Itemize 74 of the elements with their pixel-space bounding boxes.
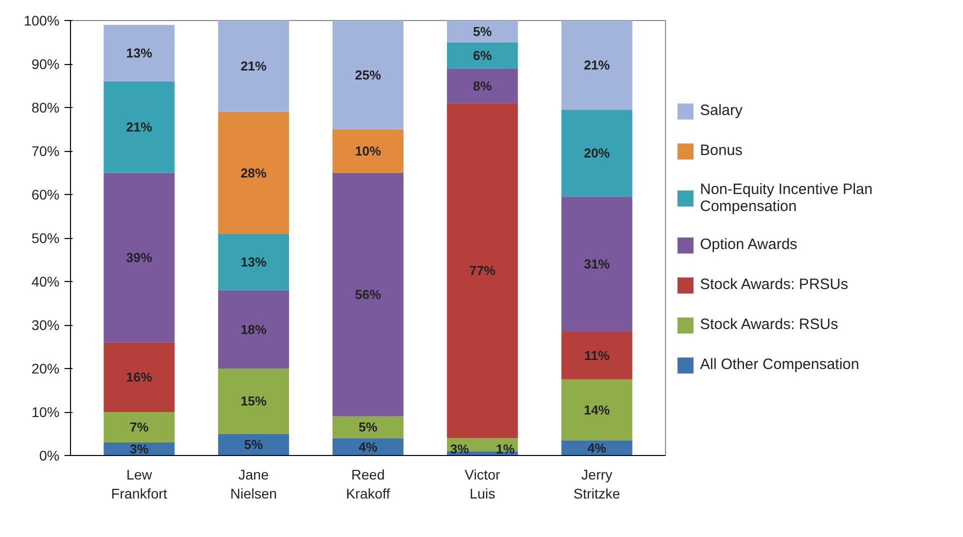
bar xyxy=(332,20,404,130)
bar xyxy=(218,368,290,434)
y-tick-label: 10% xyxy=(31,404,60,420)
bar xyxy=(446,20,518,42)
y-tick-label: 40% xyxy=(31,274,60,290)
bar xyxy=(104,81,175,173)
bar xyxy=(218,20,290,112)
y-tick-label: 100% xyxy=(24,12,60,28)
legend-label: All Other Compensation xyxy=(700,356,860,373)
bar xyxy=(561,196,632,332)
legend-label: Stock Awards: RSUs xyxy=(700,316,838,333)
legend-label: Non-Equity Incentive Plan Compensation xyxy=(700,180,873,214)
data-label: 5% xyxy=(473,24,492,39)
data-label: 21% xyxy=(126,120,153,135)
x-tick-label: Victor Luis xyxy=(464,466,501,502)
data-label: 8% xyxy=(473,78,492,94)
bar xyxy=(218,290,290,368)
bar xyxy=(332,129,404,173)
y-tick-label: 90% xyxy=(31,56,60,72)
data-label: 7% xyxy=(130,420,149,435)
data-label: 6% xyxy=(473,48,492,63)
bar xyxy=(332,416,404,438)
data-label: 5% xyxy=(244,437,264,452)
legend-label: Option Awards xyxy=(700,236,798,253)
bar xyxy=(561,20,632,110)
y-tick-label: 0% xyxy=(39,448,60,464)
bar xyxy=(104,172,175,342)
data-label: 13% xyxy=(126,46,153,61)
bar xyxy=(104,24,175,82)
y-tick-label: 20% xyxy=(31,360,60,376)
x-tick-label: Jerry Stritzke xyxy=(574,466,620,502)
data-label: 77% xyxy=(469,263,496,278)
legend-label: Stock Awards: PRSUs xyxy=(700,276,848,293)
y-tick-label: 30% xyxy=(31,317,60,333)
bar xyxy=(446,42,518,68)
data-label: 10% xyxy=(354,144,382,158)
data-label: 11% xyxy=(584,348,610,363)
x-tick-label: Reed Krakoff xyxy=(346,466,390,502)
data-label: 28% xyxy=(240,165,268,180)
bar xyxy=(561,110,632,197)
data-label: 16% xyxy=(126,370,153,385)
data-label: 15% xyxy=(240,394,268,409)
data-label: 39% xyxy=(126,250,153,266)
bar xyxy=(104,412,175,442)
data-label: 25% xyxy=(354,67,382,82)
data-label: 21% xyxy=(584,58,610,73)
bar xyxy=(561,379,632,440)
bar xyxy=(104,342,175,412)
data-label: 18% xyxy=(240,322,268,337)
bar xyxy=(561,332,632,380)
bar xyxy=(218,434,290,456)
data-label: 31% xyxy=(584,256,610,272)
data-label: 13% xyxy=(240,254,268,270)
data-label: 4% xyxy=(358,439,378,454)
bar xyxy=(446,103,518,438)
y-tick-label: 70% xyxy=(31,143,60,159)
data-label: 5% xyxy=(358,420,378,435)
bar xyxy=(218,234,290,290)
data-label: 14% xyxy=(584,402,610,418)
data-label: 4% xyxy=(587,440,607,456)
x-tick-label: Jane Nielsen xyxy=(230,466,277,502)
bar xyxy=(446,68,518,104)
y-tick-label: 80% xyxy=(31,100,60,116)
data-label: 20% xyxy=(584,146,610,161)
y-tick-label: 60% xyxy=(31,186,60,202)
data-label: 21% xyxy=(240,58,268,74)
data-label: 56% xyxy=(354,287,382,302)
legend-label: Salary xyxy=(700,102,743,119)
legend-label: Bonus xyxy=(700,142,743,159)
x-tick-label: Lew Frankfort xyxy=(111,466,168,502)
y-tick-label: 50% xyxy=(31,230,60,246)
bar xyxy=(332,172,404,416)
data-label: 3% xyxy=(130,441,149,456)
bar xyxy=(218,112,290,234)
